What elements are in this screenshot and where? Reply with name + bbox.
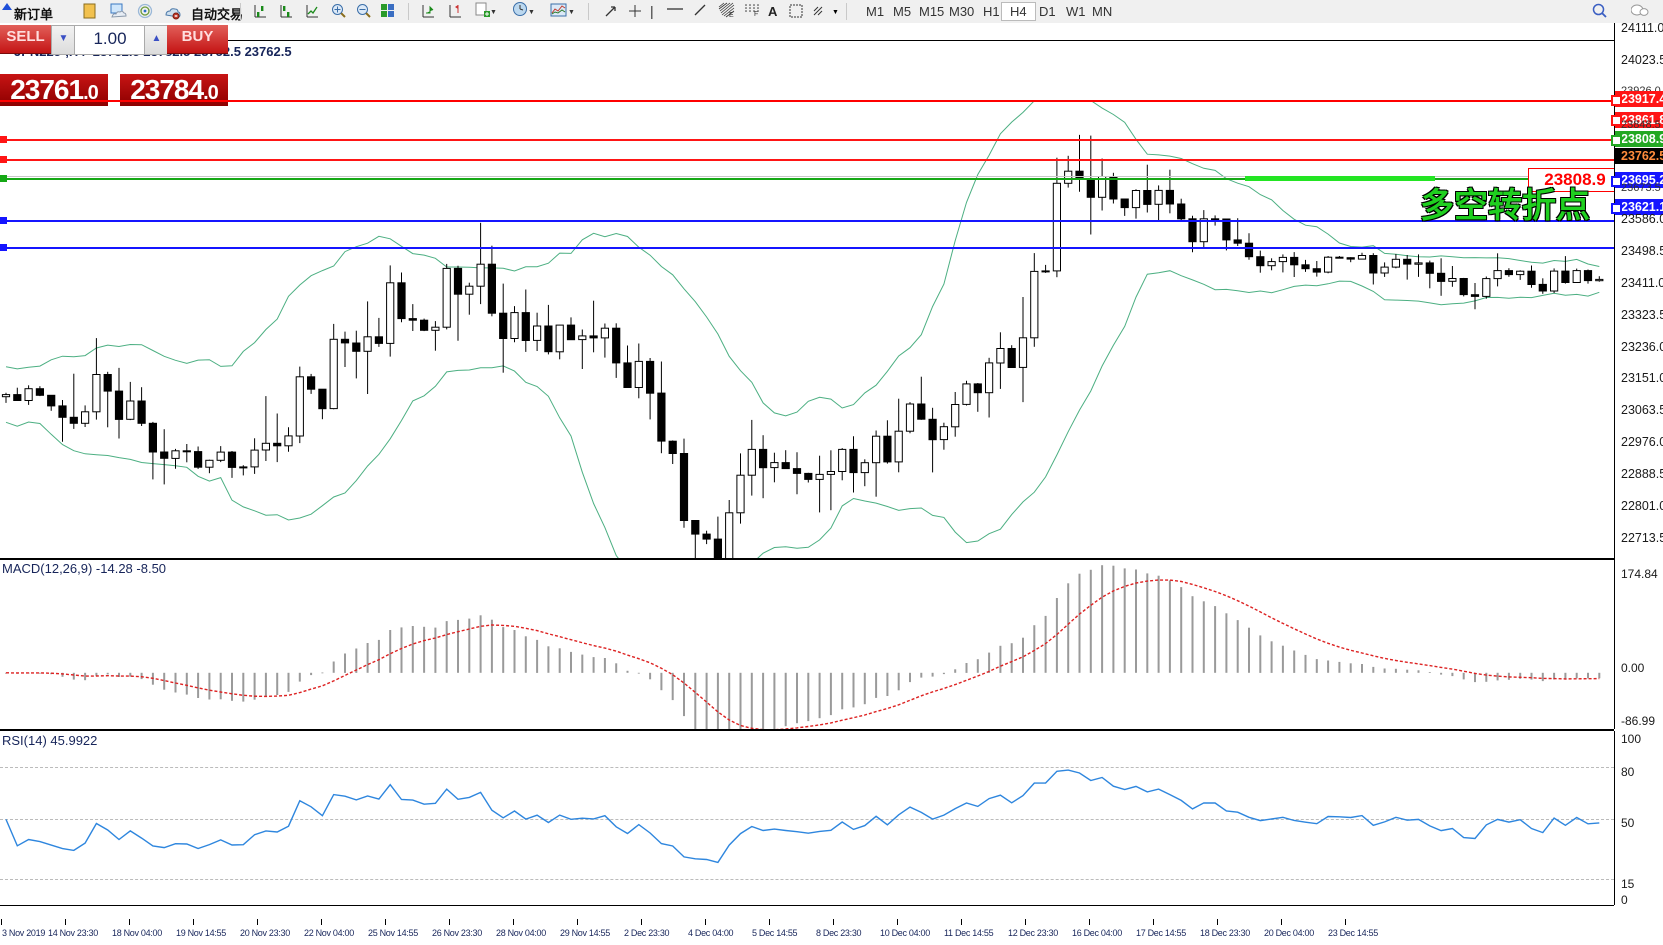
- svg-text:E: E: [729, 12, 734, 19]
- svg-text:F: F: [754, 11, 758, 16]
